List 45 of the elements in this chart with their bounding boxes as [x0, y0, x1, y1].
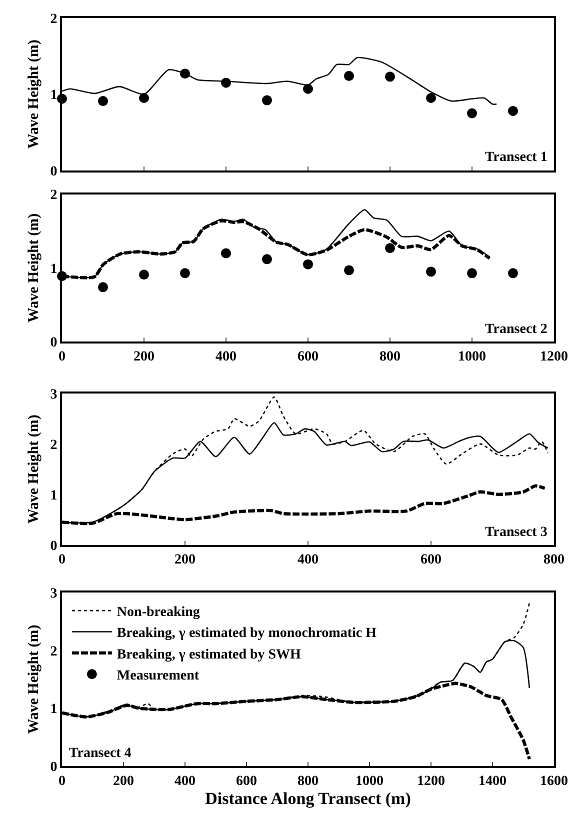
y-tick-label: 1 — [50, 702, 58, 718]
y-tick-label: 1 — [50, 488, 58, 504]
annotation: Transect 1 — [485, 150, 548, 165]
x-tick-label: 1600 — [540, 774, 568, 789]
x-tick-label: 400 — [298, 552, 318, 568]
y-tick-label: 2 — [50, 12, 58, 27]
y-tick-label: 1 — [50, 262, 58, 277]
x-tick-label: 200 — [113, 774, 134, 789]
y-axis-title: Wave Height (m) — [26, 40, 42, 149]
legend-label: Breaking, γ estimated by monochromatic H — [116, 626, 377, 642]
x-tick-label: 800 — [298, 774, 318, 789]
x-tick-label: 1000 — [458, 350, 486, 364]
annotation: Transect 2 — [485, 322, 548, 337]
x-tick-label: 200 — [174, 552, 196, 568]
annotation: Transect 4 — [69, 746, 132, 761]
x-tick-label: 1200 — [417, 774, 445, 789]
x-tick-label: 200 — [134, 350, 154, 364]
y-tick-label: 3 — [50, 586, 58, 602]
y-tick-label: 2 — [50, 188, 58, 204]
legend-label: Non-breaking — [116, 605, 200, 620]
legend-label: Measurement — [116, 668, 200, 684]
legend-label: Breaking, γ estimated by SWH — [116, 647, 302, 662]
x-axis-title: Distance Along Transect (m) — [205, 788, 411, 808]
x-tick-label: 400 — [216, 350, 236, 364]
y-tick-label: 0 — [50, 538, 58, 554]
x-tick-label: 800 — [544, 552, 564, 568]
y-tick-label: 0 — [50, 336, 58, 351]
x-tick-label: 1400 — [478, 774, 506, 789]
x-tick-label: 800 — [380, 350, 400, 364]
x-tick-label: 600 — [420, 552, 442, 568]
y-tick-label: 2 — [50, 644, 58, 660]
y-tick-label: 0 — [50, 164, 58, 180]
x-tick-label: 1000 — [356, 774, 384, 789]
y-tick-label: 2 — [50, 438, 58, 453]
y-axis-title: Wave Height (m) — [26, 414, 42, 524]
y-tick-label: 0 — [50, 760, 58, 775]
y-tick-label: 1 — [50, 88, 58, 104]
x-tick-label: 600 — [298, 350, 318, 364]
y-axis-title: Wave Height (m) — [26, 213, 42, 323]
x-tick-label: 1200 — [540, 350, 568, 364]
x-tick-label: 400 — [174, 774, 196, 789]
annotation: Transect 3 — [485, 525, 548, 540]
y-axis-title: Wave Height (m) — [26, 624, 42, 734]
x-tick-label: 600 — [236, 774, 257, 789]
y-tick-label: 3 — [50, 387, 58, 402]
